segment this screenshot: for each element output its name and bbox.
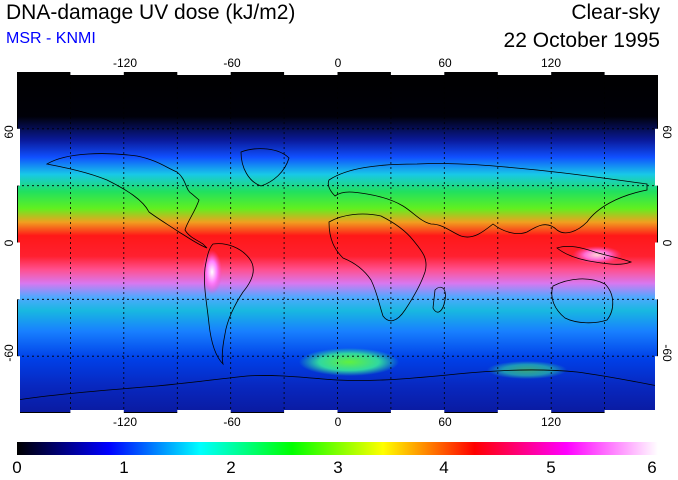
colorbar-tick: 1 — [119, 458, 129, 477]
map-date: 22 October 1995 — [503, 29, 660, 52]
lon-label-bottom: -60 — [223, 415, 241, 429]
lon-label-top: 120 — [540, 56, 562, 70]
map-title: DNA-damage UV dose (kJ/m2) — [6, 1, 296, 24]
uv-patch — [572, 246, 622, 264]
colorbar — [17, 442, 658, 455]
coast-indonesia — [556, 245, 633, 265]
uv-patch — [299, 348, 399, 376]
colorbar-tick: 5 — [546, 458, 556, 477]
sky-condition: Clear-sky — [571, 1, 660, 24]
coast-greenland — [240, 148, 290, 187]
lon-label-top: 0 — [334, 56, 342, 70]
lon-label-top: 60 — [438, 56, 452, 70]
lat-label-right: -60 — [660, 344, 674, 362]
coast-africa — [328, 213, 427, 322]
lat-label-right: 0 — [660, 239, 674, 247]
lon-label-bottom: 0 — [334, 415, 342, 429]
lon-label-bottom: -120 — [112, 415, 138, 429]
coast-south-america — [204, 243, 254, 366]
coast-australia — [551, 278, 614, 324]
colorbar-tick: 2 — [226, 458, 236, 477]
frame-ticks — [17, 72, 658, 413]
coast-antarctica — [17, 369, 658, 401]
lat-label-right: 60 — [660, 125, 674, 139]
data-source: MSR - KNMI — [6, 30, 96, 47]
coast-madagascar — [432, 286, 446, 313]
coast-eurasia — [327, 163, 648, 238]
coastlines — [17, 148, 658, 401]
lat-label-left: 60 — [2, 125, 16, 139]
lat-label-left: 0 — [2, 239, 16, 247]
lat-label-left: -60 — [2, 344, 16, 362]
uv-patch — [202, 250, 222, 294]
uv-dose-map — [17, 72, 658, 413]
colorbar-tick: 6 — [647, 458, 657, 477]
lon-label-bottom: 60 — [438, 415, 452, 429]
coast-north-america — [45, 153, 208, 249]
graticule — [17, 72, 658, 413]
lon-label-top: -120 — [112, 56, 138, 70]
colorbar-tick: 4 — [439, 458, 449, 477]
colorbar-tick: 3 — [333, 458, 343, 477]
lon-label-top: -60 — [223, 56, 241, 70]
lon-label-bottom: 120 — [540, 415, 562, 429]
colorbar-tick: 0 — [12, 458, 22, 477]
